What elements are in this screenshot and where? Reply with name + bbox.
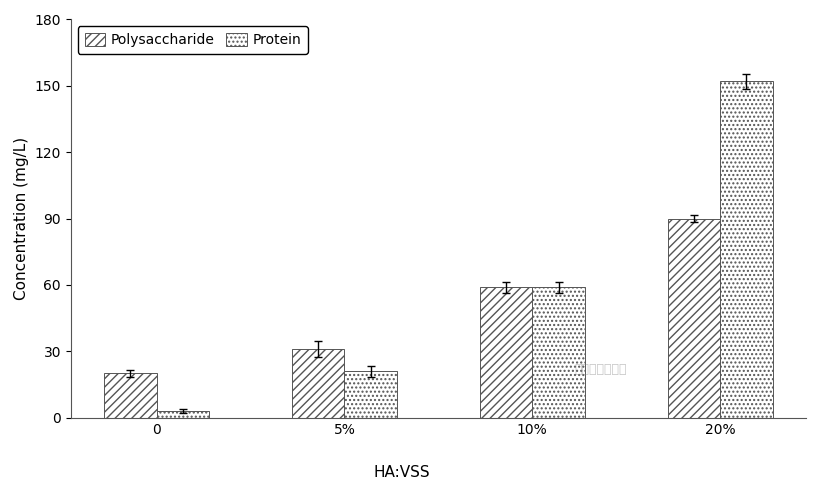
Y-axis label: Concentration (mg/L): Concentration (mg/L): [14, 137, 29, 300]
Legend: Polysaccharide, Protein: Polysaccharide, Protein: [78, 27, 308, 54]
Bar: [104, 373, 156, 418]
Bar: [479, 287, 532, 418]
Bar: [719, 81, 771, 418]
Bar: [532, 287, 584, 418]
Bar: [292, 349, 344, 418]
Bar: [156, 411, 209, 418]
Bar: [667, 218, 719, 418]
Bar: [344, 371, 396, 418]
Text: 水业碳中和资讯: 水业碳中和资讯: [573, 364, 626, 376]
X-axis label: HA:VSS: HA:VSS: [373, 465, 429, 481]
